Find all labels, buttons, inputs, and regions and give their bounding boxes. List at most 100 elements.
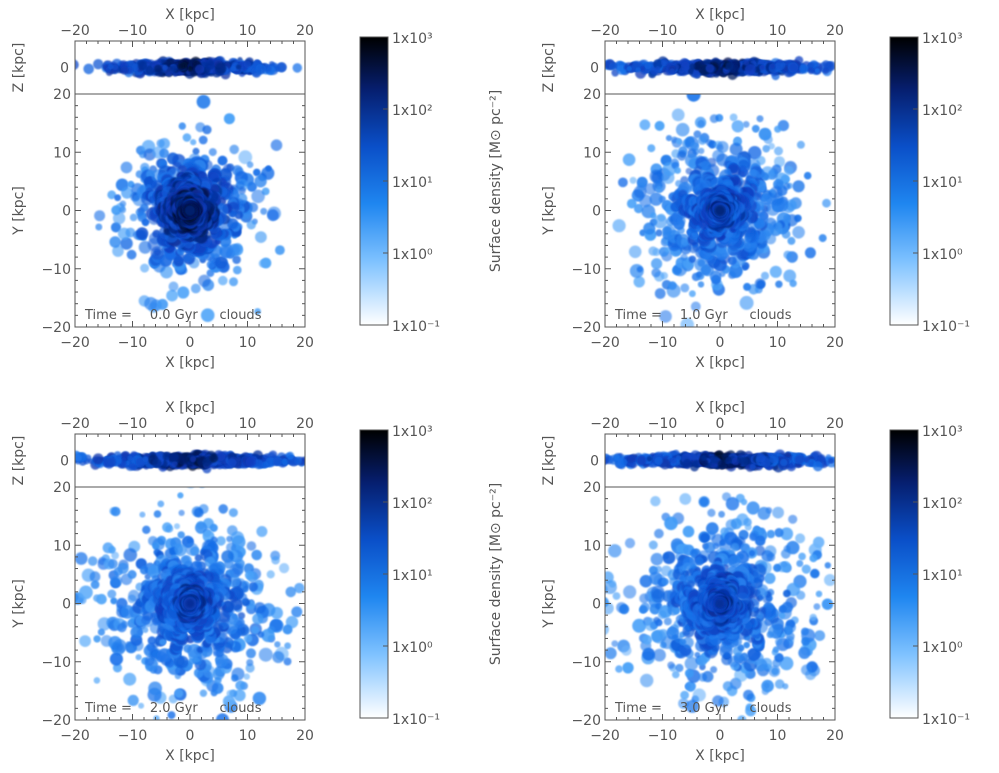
- x-axis-label-top: X [kpc]: [165, 400, 215, 416]
- x-tick-label-bottom: −10: [118, 335, 148, 351]
- time-label: Time = 1.0 Gyr clouds: [614, 308, 792, 323]
- time-label: Time = 0.0 Gyr clouds: [84, 308, 262, 323]
- x-tick-label-bottom: 0: [716, 335, 725, 351]
- x-tick-label-top: 10: [769, 23, 787, 39]
- x-tick-label-bottom: 20: [826, 728, 844, 744]
- x-tick-label-bottom: 20: [296, 728, 314, 744]
- x-tick-label-bottom: −20: [590, 728, 620, 744]
- x-tick-label-top: −10: [118, 23, 148, 39]
- colorbar-tick-label: 1x10⁻¹: [922, 319, 970, 335]
- x-tick-label-top: −20: [60, 416, 90, 432]
- x-axis-label-bottom: X [kpc]: [165, 748, 215, 764]
- x-tick-label-top: −10: [648, 23, 678, 39]
- x-tick-label-bottom: 20: [296, 335, 314, 351]
- faceon-density-map: [605, 492, 835, 720]
- time-value: 0.0 Gyr: [150, 308, 199, 323]
- x-axis-label-top: X [kpc]: [165, 7, 215, 23]
- x-tick-label-bottom: −10: [648, 335, 678, 351]
- x-tick-label-bottom: 0: [186, 728, 195, 744]
- z-axis-label: Z [kpc]: [541, 43, 557, 93]
- y-tick-label: 10: [53, 145, 71, 161]
- y-tick-label: 20: [53, 87, 71, 103]
- x-tick-label-bottom: 20: [826, 335, 844, 351]
- time-prefix: Time =: [614, 701, 662, 716]
- colorbar-tick-label: 1x10¹: [922, 175, 963, 191]
- colorbar-tick-label: 1x10²: [392, 103, 433, 119]
- colorbar-tick-label: 1x10²: [392, 496, 433, 512]
- x-tick-label-bottom: 10: [769, 728, 787, 744]
- x-tick-label-bottom: −20: [60, 728, 90, 744]
- x-tick-label-bottom: −10: [118, 728, 148, 744]
- y-axis-label: Y [kpc]: [11, 579, 27, 629]
- y-axis-label: Y [kpc]: [541, 579, 557, 629]
- x-axis-label-top: X [kpc]: [695, 7, 745, 23]
- x-tick-label-top: 0: [716, 416, 725, 432]
- colorbar-tick-label: 1x10¹: [922, 568, 963, 584]
- x-tick-label-bottom: 10: [239, 335, 257, 351]
- colorbar-tick-label: 1x10²: [922, 103, 963, 119]
- x-tick-label-top: 0: [186, 23, 195, 39]
- colorbar-tick-label: 1x10⁻¹: [392, 319, 440, 335]
- y-tick-label: −20: [571, 320, 601, 336]
- y-axis-label: Y [kpc]: [541, 186, 557, 236]
- edgeon-density-map: [75, 449, 305, 474]
- colorbar-tick-label: 1x10⁻¹: [392, 712, 440, 728]
- x-tick-label-top: 20: [826, 23, 844, 39]
- colorbar-tick-label: 1x10⁰: [922, 640, 963, 656]
- panel-tag: clouds: [219, 308, 261, 323]
- x-tick-label-top: −10: [648, 416, 678, 432]
- x-tick-label-top: 10: [769, 416, 787, 432]
- colorbar-tick-label: 1x10⁰: [392, 247, 433, 263]
- x-axis-label-bottom: X [kpc]: [695, 748, 745, 764]
- x-tick-label-top: 20: [296, 23, 314, 39]
- y-tick-label: −20: [41, 320, 71, 336]
- x-tick-label-bottom: 10: [239, 728, 257, 744]
- z-axis-label: Z [kpc]: [541, 436, 557, 486]
- y-tick-label: 10: [53, 538, 71, 554]
- z-axis-label: Z [kpc]: [11, 43, 27, 93]
- x-tick-label-bottom: 0: [716, 728, 725, 744]
- y-tick-label: −10: [41, 262, 71, 278]
- y-tick-label: −10: [571, 262, 601, 278]
- colorbar-tick-label: 1x10³: [922, 31, 963, 47]
- y-tick-label: 20: [53, 480, 71, 496]
- x-tick-label-bottom: 10: [769, 335, 787, 351]
- y-tick-label: 0: [62, 597, 71, 613]
- faceon-density-map: [75, 487, 305, 720]
- y-tick-label: 10: [583, 145, 601, 161]
- colorbar-label: Surface density [M⊙ pc⁻²]: [488, 90, 504, 272]
- y-tick-label: 0: [592, 204, 601, 220]
- x-axis-label-bottom: X [kpc]: [165, 355, 215, 371]
- x-tick-label-top: −20: [60, 23, 90, 39]
- time-label: Time = 2.0 Gyr clouds: [84, 701, 262, 716]
- panel-tag: clouds: [219, 701, 261, 716]
- time-prefix: Time =: [84, 308, 132, 323]
- colorbar-tick-label: 1x10¹: [392, 568, 433, 584]
- y-axis-label: Y [kpc]: [11, 186, 27, 236]
- x-tick-label-top: 20: [296, 416, 314, 432]
- time-value: 3.0 Gyr: [680, 701, 729, 716]
- colorbar-tick-label: 1x10⁰: [392, 640, 433, 656]
- x-tick-label-top: −20: [590, 23, 620, 39]
- time-prefix: Time =: [614, 308, 662, 323]
- z-tick-label: 0: [590, 61, 599, 77]
- edgeon-density-map: [605, 56, 835, 81]
- panel-tag: clouds: [749, 701, 791, 716]
- time-value: 2.0 Gyr: [150, 701, 199, 716]
- x-tick-label-top: 10: [239, 416, 257, 432]
- x-tick-label-top: −20: [590, 416, 620, 432]
- colorbar-tick-label: 1x10²: [922, 496, 963, 512]
- x-axis-label-top: X [kpc]: [695, 400, 745, 416]
- y-tick-label: 10: [583, 538, 601, 554]
- x-tick-label-top: 0: [716, 23, 725, 39]
- z-tick-label: 0: [60, 454, 69, 470]
- x-tick-label-bottom: −20: [590, 335, 620, 351]
- x-tick-label-bottom: −10: [648, 728, 678, 744]
- colorbar-tick-label: 1x10³: [922, 424, 963, 440]
- x-axis-label-bottom: X [kpc]: [695, 355, 745, 371]
- x-tick-label-bottom: 0: [186, 335, 195, 351]
- faceon-density-map: [94, 94, 285, 323]
- time-prefix: Time =: [84, 701, 132, 716]
